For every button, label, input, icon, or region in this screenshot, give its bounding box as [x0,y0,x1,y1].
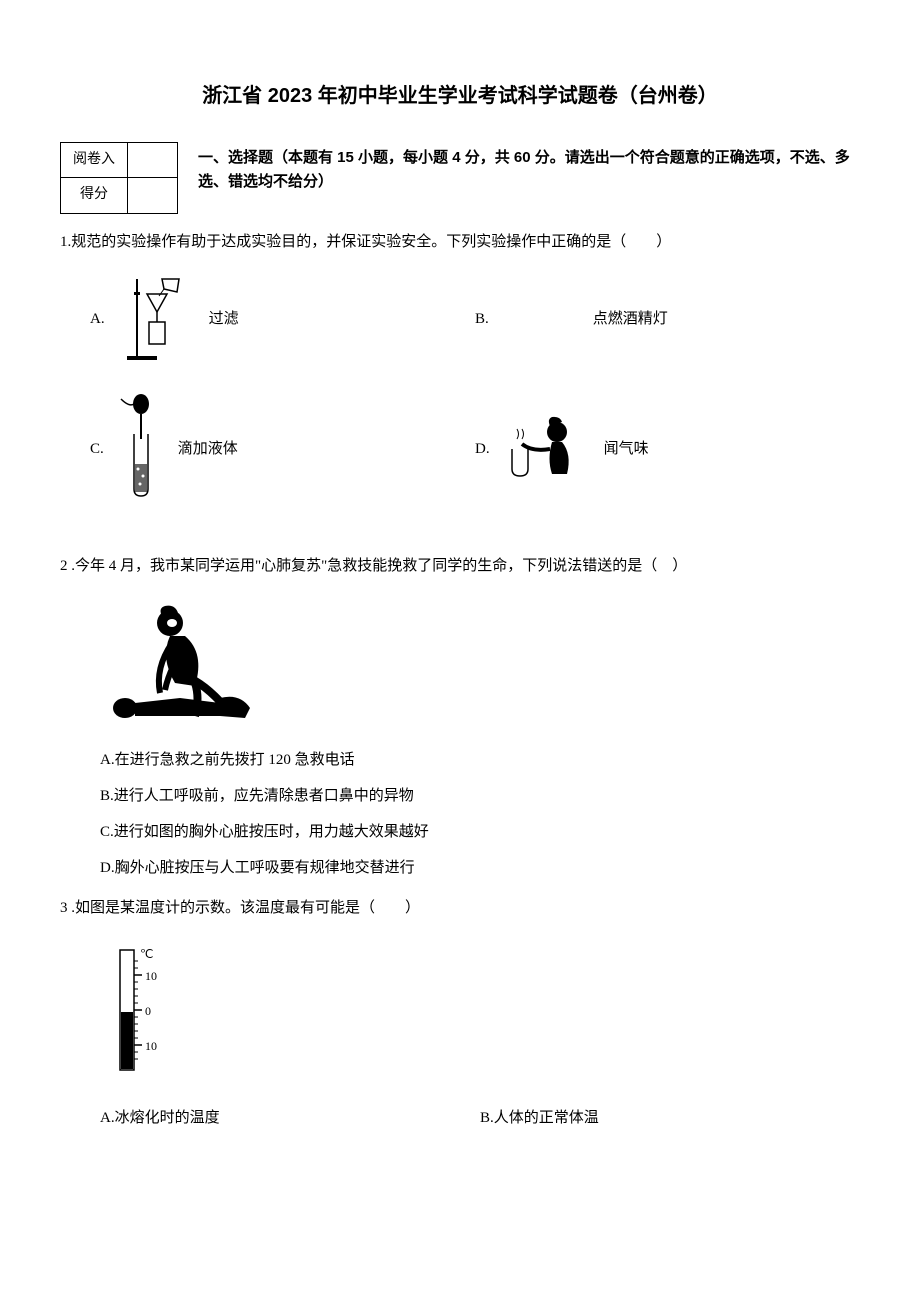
score-cell-blank2 [128,178,178,213]
filter-icon [117,274,197,364]
q3-answers: A.冰熔化时的温度 B.人体的正常体温 [100,1100,860,1136]
question-3: 3 .如图是某温度计的示数。该温度最有可能是（ ） [60,896,860,920]
q1-c-letter: C. [90,437,104,461]
q2-figure [100,598,860,728]
q3-text: 如图是某温度计的示数。该温度最有可能是（ ） [75,900,420,916]
q1-c-label: 滴加液体 [178,437,238,461]
score-cell-reader: 阅卷入 [61,143,128,178]
q1-option-b: B. 点燃酒精灯 [475,274,860,364]
question-1: 1.规范的实验操作有助于达成实验目的，并保证实验安全。下列实验操作中正确的是（ … [60,230,860,254]
q2-text: 今年 4 月，我市某同学运用"心肺复苏"急救技能挽救了同学的生命，下列说法错送的… [75,558,687,574]
svg-text:0: 0 [145,1004,151,1018]
q1-options: A. 过滤 B. 点燃酒精灯 C. [90,274,860,534]
q3-answer-a: A.冰熔化时的温度 [100,1106,480,1130]
score-cell-score: 得分 [61,178,128,213]
thermometer-icon: ℃ 10 0 10 [100,940,180,1080]
question-2: 2 .今年 4 月，我市某同学运用"心肺复苏"急救技能挽救了同学的生命，下列说法… [60,554,860,578]
score-cell-blank1 [128,143,178,178]
q2-answers: A.在进行急救之前先拨打 120 急救电话 B.进行人工呼吸前，应先清除患者口鼻… [100,748,860,880]
q2-answer-b: B.进行人工呼吸前，应先清除患者口鼻中的异物 [100,784,860,808]
q3-answer-b: B.人体的正常体温 [480,1106,860,1130]
dropper-icon [116,394,166,504]
q1-a-label: 过滤 [209,307,239,331]
q1-d-letter: D. [475,437,490,461]
q1-option-d: D. 闻气味 [475,394,860,504]
q1-b-letter: B. [475,307,489,331]
q1-option-a: A. 过滤 [90,274,475,364]
q3-number: 3 . [60,900,75,916]
cpr-icon [100,598,270,728]
section-instructions: 一、选择题（本题有 15 小题，每小题 4 分，共 60 分。请选出一个符合题意… [198,142,860,194]
header-row: 阅卷入 得分 一、选择题（本题有 15 小题，每小题 4 分，共 60 分。请选… [60,142,860,214]
q1-number: 1. [60,234,71,250]
q1-option-c: C. 滴加液体 [90,394,475,504]
q1-d-label: 闻气味 [604,437,649,461]
q2-answer-d: D.胸外心脏按压与人工呼吸要有规律地交替进行 [100,856,860,880]
q1-a-letter: A. [90,307,105,331]
q2-answer-a: A.在进行急救之前先拨打 120 急救电话 [100,748,860,772]
q2-answer-c: C.进行如图的胸外心脏按压时，用力越大效果越好 [100,820,860,844]
score-table: 阅卷入 得分 [60,142,178,214]
q2-number: 2 . [60,558,75,574]
q1-text: 规范的实验操作有助于达成实验目的，并保证实验安全。下列实验操作中正确的是（ ） [71,234,671,250]
q1-b-label: 点燃酒精灯 [593,307,668,331]
svg-text:10: 10 [145,969,157,983]
q3-figure: ℃ 10 0 10 [100,940,860,1080]
smell-gas-icon [502,414,592,484]
exam-title: 浙江省 2023 年初中毕业生学业考试科学试题卷（台州卷） [60,80,860,112]
svg-text:℃: ℃ [140,947,153,961]
svg-text:10: 10 [145,1039,157,1053]
